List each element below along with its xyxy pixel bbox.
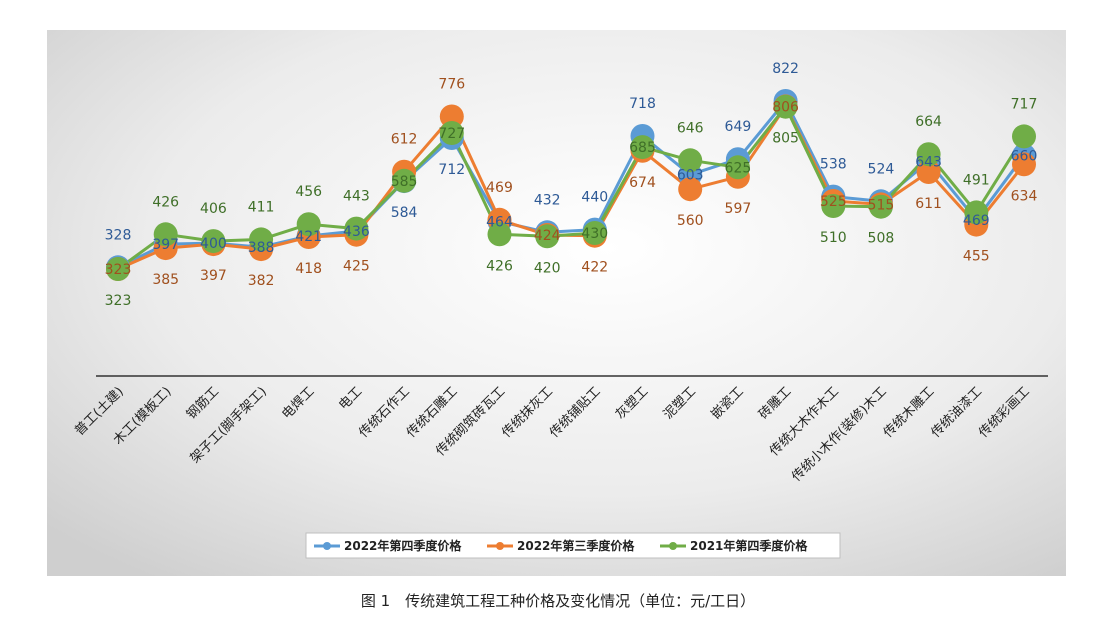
data-point <box>344 216 369 241</box>
data-label: 418 <box>295 261 322 277</box>
data-point <box>487 222 512 247</box>
data-label: 397 <box>200 268 227 284</box>
data-point <box>916 160 941 184</box>
data-label: 400 <box>200 236 227 252</box>
data-label: 385 <box>152 272 179 288</box>
data-point <box>868 194 893 219</box>
data-label: 508 <box>868 231 895 247</box>
data-label: 524 <box>868 161 895 177</box>
data-label: 584 <box>391 205 418 221</box>
legend-swatch-marker <box>323 542 331 550</box>
data-label: 603 <box>677 168 704 184</box>
data-label: 456 <box>295 184 322 200</box>
data-label: 411 <box>248 199 275 215</box>
data-label: 425 <box>343 259 370 275</box>
data-label: 597 <box>725 201 752 217</box>
data-label: 426 <box>152 194 179 210</box>
data-label: 560 <box>677 213 704 229</box>
data-label: 436 <box>343 224 370 240</box>
data-label: 388 <box>248 240 275 256</box>
figure-caption: 图 1 传统建筑工程工种价格及变化情况（单位：元/工日） <box>360 592 756 610</box>
data-label: 634 <box>1011 188 1038 204</box>
data-point <box>535 224 560 249</box>
data-label: 422 <box>581 260 608 276</box>
legend-label: 2022年第三季度价格 <box>517 538 635 553</box>
data-label: 328 <box>105 227 132 243</box>
data-point <box>916 142 941 167</box>
data-label: 421 <box>295 229 322 245</box>
data-label: 469 <box>963 213 990 229</box>
data-label: 646 <box>677 120 704 136</box>
data-label: 406 <box>200 201 227 217</box>
data-labels: 328 397 400 388 421 436 584 712 464 432 440 718 603 6… <box>105 61 1038 309</box>
data-label: 806 <box>772 99 799 115</box>
data-label: 397 <box>152 237 179 253</box>
data-label: 538 <box>820 157 847 173</box>
series-points <box>106 89 1036 281</box>
data-label: 685 <box>629 140 656 156</box>
data-label: 727 <box>438 126 465 142</box>
data-label: 674 <box>629 175 656 191</box>
data-point <box>964 200 989 225</box>
data-point <box>439 121 464 145</box>
data-point <box>678 177 703 202</box>
legend: 2022年第四季度价格 2022年第三季度价格 2021年第四季度价格 <box>305 532 841 559</box>
data-label: 612 <box>391 132 418 148</box>
data-point <box>821 194 846 218</box>
data-label: 822 <box>772 61 799 77</box>
data-label: 805 <box>772 131 799 147</box>
data-label: 469 <box>486 180 513 196</box>
chart-background <box>47 30 1066 576</box>
data-point <box>773 94 798 119</box>
data-label: 510 <box>820 230 847 246</box>
data-label: 664 <box>915 114 942 130</box>
data-point <box>678 148 703 173</box>
data-label: 660 <box>1011 149 1038 165</box>
data-point <box>106 257 130 281</box>
data-label: 323 <box>105 262 132 278</box>
data-label: 426 <box>486 258 513 274</box>
legend-swatch-marker <box>669 542 677 550</box>
data-point <box>296 212 321 237</box>
data-label: 718 <box>629 96 656 112</box>
data-label: 440 <box>581 190 608 206</box>
data-label: 525 <box>820 194 847 210</box>
data-label: 455 <box>963 249 990 265</box>
data-label: 424 <box>534 228 561 244</box>
data-label: 717 <box>1011 96 1038 112</box>
data-point <box>392 168 417 193</box>
data-label: 382 <box>248 273 275 289</box>
data-point <box>439 104 464 129</box>
data-label: 464 <box>486 215 513 231</box>
data-label: 491 <box>963 172 990 188</box>
data-label: 432 <box>534 192 561 208</box>
legend-label: 2022年第四季度价格 <box>344 538 462 553</box>
data-label: 712 <box>438 162 465 178</box>
data-label: 643 <box>915 154 942 170</box>
data-label: 625 <box>725 160 752 176</box>
legend-box <box>305 532 841 559</box>
data-point <box>582 221 607 245</box>
legend-swatch-marker <box>496 542 504 550</box>
data-point <box>630 135 655 160</box>
legend-label: 2021年第四季度价格 <box>690 538 808 553</box>
data-point <box>725 155 750 180</box>
data-label: 420 <box>534 260 561 276</box>
data-label: 776 <box>438 77 465 93</box>
data-point <box>153 222 178 247</box>
data-label: 323 <box>105 293 132 309</box>
data-label: 515 <box>868 197 895 213</box>
data-label: 443 <box>343 189 370 205</box>
data-label: 649 <box>725 119 752 135</box>
data-point <box>201 229 226 254</box>
data-label: 611 <box>915 196 942 212</box>
data-point <box>1012 124 1036 149</box>
data-point <box>1012 152 1036 177</box>
data-label: 585 <box>391 174 418 190</box>
data-point <box>249 227 274 252</box>
data-label: 430 <box>581 226 608 242</box>
